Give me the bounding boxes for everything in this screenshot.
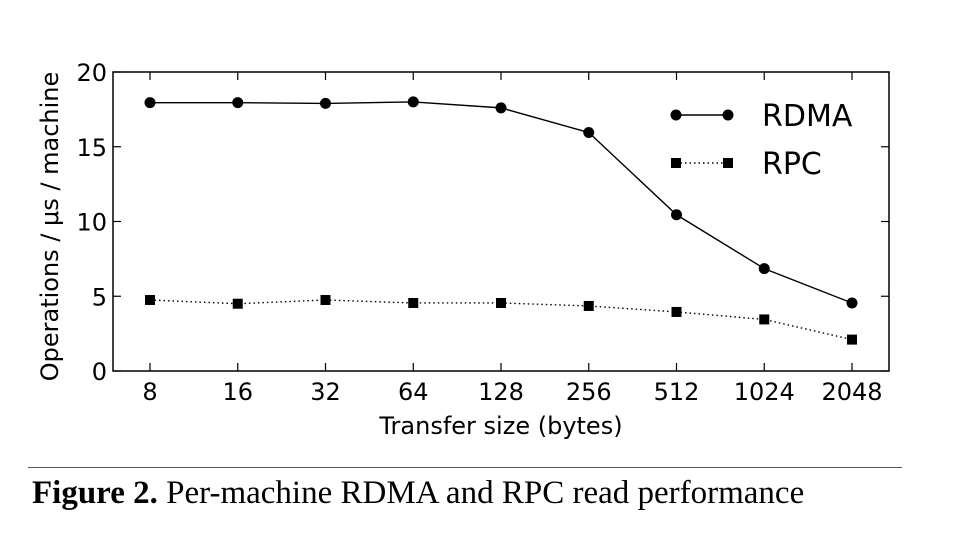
x-tick-label: 1024 [734, 378, 795, 406]
legend-label: RPC [762, 147, 822, 182]
x-tick-label: 128 [478, 378, 524, 406]
y-tick-label: 5 [92, 283, 107, 311]
x-axis-label: Transfer size (bytes) [378, 412, 622, 440]
y-tick-label: 0 [92, 358, 107, 386]
data-point-rdma [583, 127, 595, 139]
x-tick-label: 64 [398, 378, 429, 406]
data-point-rdma [320, 97, 331, 109]
series-layer [144, 96, 858, 345]
data-point-rdma [144, 97, 156, 109]
data-point-rdma [671, 209, 682, 221]
data-point-rpc [145, 294, 155, 305]
x-tick-label: 32 [310, 378, 341, 406]
data-point-rpc [232, 298, 243, 309]
legend-marker [671, 158, 681, 168]
y-tick-label: 10 [76, 209, 107, 237]
legend-marker [670, 109, 682, 121]
figure-caption: Figure 2. Per-machine RDMA and RPC read … [32, 475, 804, 512]
legend: RDMA RPC [670, 99, 853, 182]
x-tick-label: 2048 [821, 378, 882, 406]
legend-item-rdma: RDMA [670, 99, 853, 134]
plot-area-frame [112, 71, 890, 372]
y-axis-ticks: 0 5 10 15 20 [76, 59, 889, 386]
data-point-rpc [671, 306, 682, 317]
legend-marker [723, 158, 733, 168]
data-point-rpc [759, 314, 770, 325]
data-point-rdma [846, 297, 858, 309]
x-tick-label: 16 [222, 378, 253, 406]
y-axis-label: Operations / μs / machine [36, 72, 64, 382]
data-point-rdma [495, 102, 507, 114]
series-line-rdma [150, 101, 853, 304]
data-point-rpc [408, 297, 419, 308]
data-point-rpc [847, 334, 857, 345]
data-point-rpc [496, 297, 506, 308]
data-point-rpc [320, 294, 331, 305]
x-tick-label: 256 [566, 378, 612, 406]
series-rdma [144, 96, 858, 309]
data-point-rdma [407, 96, 419, 108]
x-tick-label: 8 [142, 378, 157, 406]
figure-caption-text: Per-machine RDMA and RPC read performanc… [166, 475, 805, 511]
legend-label: RDMA [762, 99, 853, 134]
caption-divider [28, 467, 902, 468]
data-point-rdma [758, 263, 770, 275]
data-point-rpc [583, 300, 594, 311]
legend-item-rpc: RPC [671, 147, 822, 182]
x-tick-label: 512 [654, 378, 700, 406]
x-axis-ticks: 8 16 32 64 128 256 512 1024 2048 [142, 72, 883, 406]
y-tick-label: 20 [76, 59, 107, 87]
series-rpc [145, 294, 857, 345]
figure-number: Figure 2. [32, 475, 158, 511]
data-point-rdma [232, 97, 244, 109]
y-tick-label: 15 [76, 134, 107, 162]
chart: 0 5 10 15 20 8 16 32 64 128 256 512 1024 2048 Transf… [36, 59, 890, 440]
legend-marker [722, 109, 734, 121]
